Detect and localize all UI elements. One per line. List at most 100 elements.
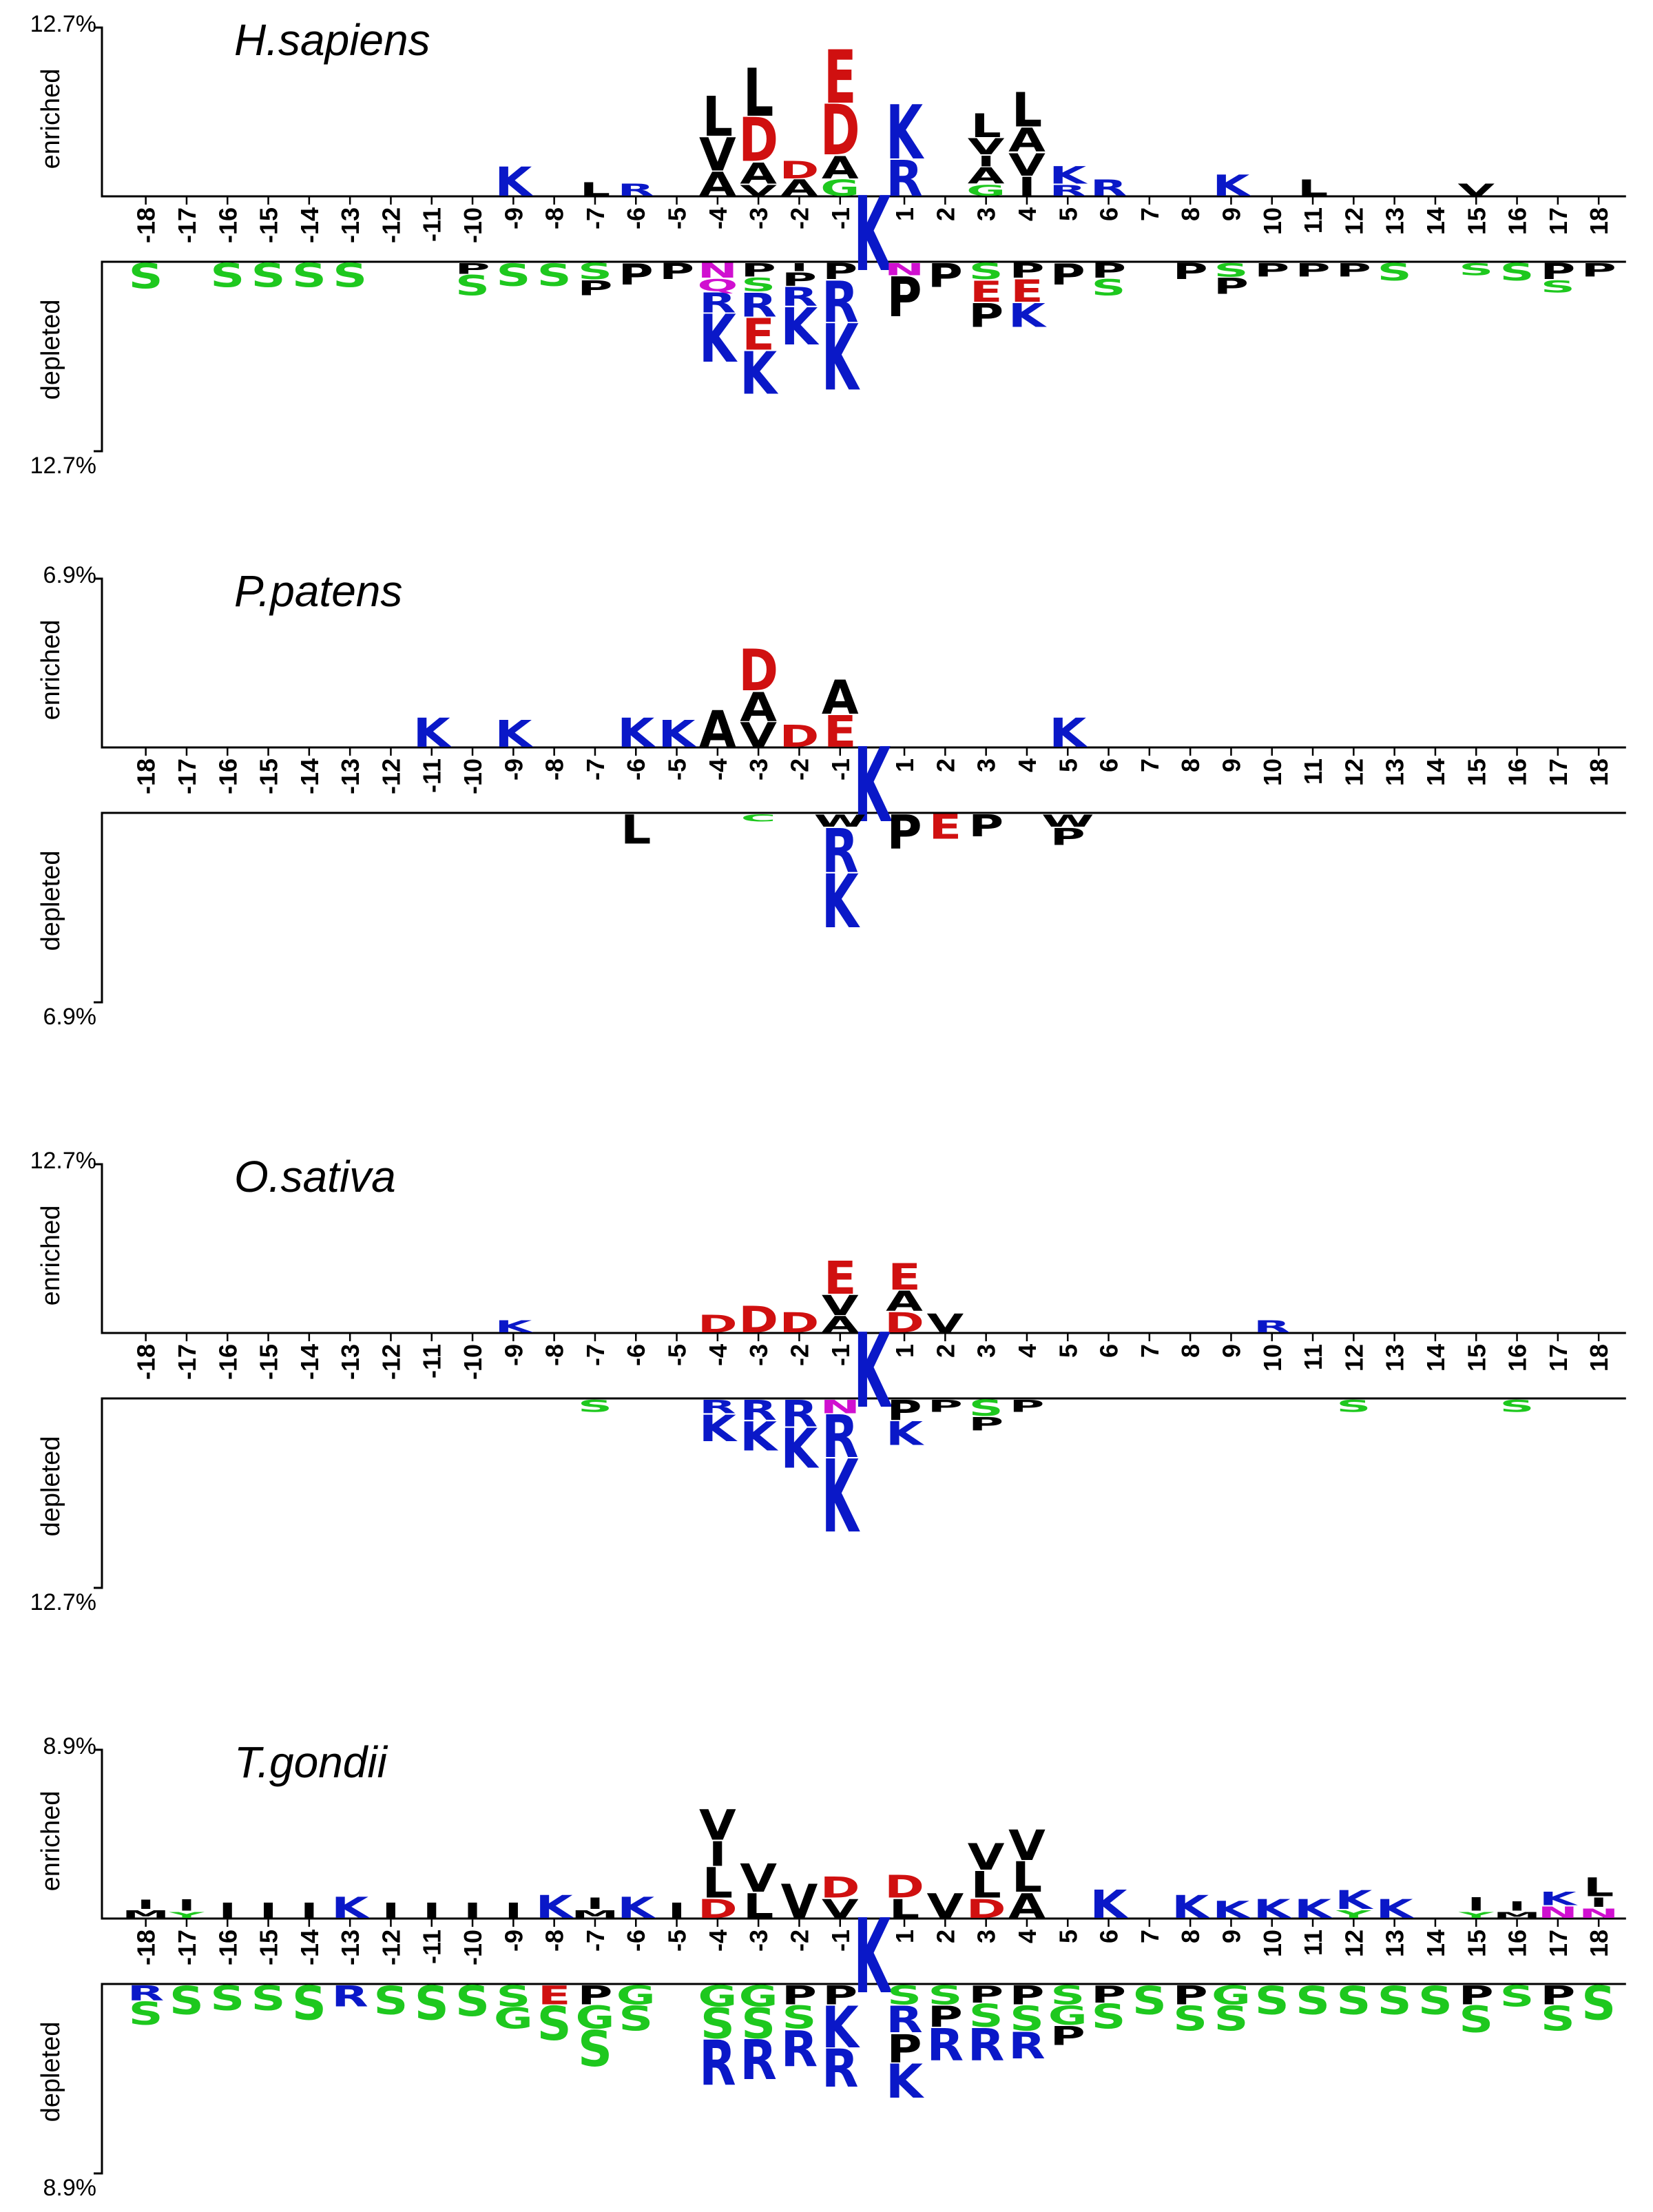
residue-enriched-18-L: L — [1583, 1872, 1614, 1903]
residue-depleted-9-G: G — [1212, 1981, 1251, 2011]
tick-label-16: 16 — [1504, 1344, 1532, 1372]
residue-depleted--1-P: P — [822, 259, 857, 285]
residue-depleted-5-G: G — [1048, 2001, 1088, 2032]
residue-enriched-18-N: N — [1579, 1906, 1619, 1921]
residue-depleted-16-S: S — [1500, 1981, 1535, 2014]
scale-label-top: 8.9% — [43, 1733, 97, 1759]
tick-label--14: -14 — [295, 207, 324, 243]
residue-depleted--18-R: R — [127, 1981, 164, 2005]
tick-label-2: 2 — [931, 758, 959, 772]
tick-label--11: -11 — [418, 207, 446, 242]
residue-enriched-4-V: V — [1008, 147, 1046, 183]
residue-depleted-13-S: S — [1378, 1978, 1412, 2023]
residue-enriched-3-L: L — [971, 107, 1001, 145]
residue-depleted--1-R: R — [822, 1403, 858, 1471]
residue-enriched--5-K: K — [658, 712, 697, 756]
residue-enriched-6-K: K — [1090, 1881, 1129, 1927]
residue-depleted-2-E: E — [929, 808, 961, 847]
residue-depleted--3-R: R — [740, 287, 776, 324]
tick-label--11: -11 — [418, 1930, 446, 1964]
tick-label--7: -7 — [581, 1344, 610, 1366]
tick-label-14: 14 — [1422, 1344, 1450, 1372]
tick-label--13: -13 — [336, 1344, 364, 1380]
residue-enriched-10-K: K — [1254, 1894, 1292, 1925]
tick-label-18: 18 — [1585, 1930, 1613, 1957]
residue-depleted-1-P: P — [887, 805, 922, 860]
tick-label-13: 13 — [1381, 758, 1409, 786]
tick-label-4: 4 — [1013, 1930, 1041, 1943]
residue-depleted--4-Q: Q — [697, 276, 738, 295]
residue-depleted-2-P: P — [928, 258, 963, 296]
residue-enriched--11-K: K — [413, 710, 452, 756]
tick-label--17: -17 — [173, 1930, 201, 1965]
residue-depleted--8-S: S — [537, 257, 572, 293]
residue-depleted--18-S: S — [129, 1996, 163, 2032]
residue-depleted-6-P: P — [1091, 1981, 1126, 2008]
residue-depleted--7-S: S — [578, 1397, 612, 1416]
tick-label--16: -16 — [214, 758, 242, 794]
residue-enriched-17-N: N — [1538, 1903, 1578, 1921]
residue-depleted-15-S: S — [1459, 1998, 1493, 2041]
residue-enriched-8-K: K — [1172, 1889, 1211, 1925]
residue-enriched--12-I: I — [382, 1899, 400, 1923]
residue-depleted-14-S: S — [1418, 1978, 1453, 2023]
residue-depleted--1-K: K — [822, 1995, 860, 2062]
residue-enriched--1-V: V — [822, 1894, 859, 1925]
ylabel-enriched: enriched — [37, 620, 65, 721]
tick-label--14: -14 — [295, 1930, 324, 1965]
ylabel-depleted: depleted — [37, 2022, 65, 2122]
tick-label-1: 1 — [891, 207, 919, 221]
tick-label--12: -12 — [377, 1930, 405, 1965]
residue-enriched--16-I: I — [218, 1899, 236, 1923]
residue-enriched--1-V: V — [822, 1290, 859, 1322]
tick-label-9: 9 — [1218, 1930, 1246, 1943]
tick-label--12: -12 — [377, 1344, 405, 1380]
residue-enriched-9-K: K — [1213, 1896, 1251, 1923]
residue-depleted--15-S: S — [251, 1979, 286, 2018]
residue-depleted-4-P: P — [1010, 1981, 1045, 2011]
tick-label--14: -14 — [295, 1344, 324, 1380]
panel-title: T.gondii — [234, 1737, 388, 1787]
residue-depleted--10-S: S — [455, 1978, 490, 2026]
residue-enriched-2-V: V — [926, 1309, 964, 1338]
residue-depleted--1-P: P — [822, 1981, 857, 2011]
tick-label--2: -2 — [786, 1930, 814, 1952]
residue-enriched--1-A: A — [822, 670, 859, 725]
residue-enriched--4-L: L — [703, 85, 733, 149]
tick-label--13: -13 — [336, 758, 364, 794]
residue-enriched-3-I: I — [977, 153, 995, 170]
scale-label-top: 6.9% — [43, 562, 97, 588]
tick-label--8: -8 — [541, 1344, 569, 1366]
depleted-axis — [94, 812, 1626, 1004]
residue-depleted--1-R: R — [822, 816, 858, 887]
tick-label-12: 12 — [1340, 1930, 1368, 1957]
residue-depleted-2-R: R — [927, 2019, 964, 2071]
residue-depleted-17-P: P — [1540, 1981, 1575, 2011]
residue-depleted--2-P: P — [782, 269, 817, 291]
residue-depleted-12-P: P — [1336, 260, 1371, 281]
tick-label-1: 1 — [891, 1930, 919, 1943]
residue-depleted-1-P: P — [887, 2026, 922, 2071]
residue-depleted-15-P: P — [1459, 1981, 1494, 2011]
residue-enriched-15-Y: Y — [1458, 1911, 1495, 1920]
residue-depleted-9-S: S — [1214, 260, 1248, 281]
panel-title: H.sapiens — [234, 15, 430, 65]
residue-enriched--10-I: I — [464, 1899, 481, 1923]
residue-depleted--3-K: K — [740, 1414, 778, 1460]
tick-label-7: 7 — [1136, 758, 1164, 772]
residue-depleted--2-K: K — [781, 297, 820, 357]
residue-enriched--7-I: I — [586, 1894, 604, 1912]
residue-depleted-3-R: R — [968, 2019, 1004, 2071]
residue-enriched--1-E: E — [824, 706, 856, 757]
residue-depleted--9-S: S — [496, 1981, 530, 2014]
residue-depleted--1-W: W — [813, 812, 866, 831]
tick-label-10: 10 — [1258, 758, 1287, 786]
scale-label-bottom: 12.7% — [30, 1589, 96, 1615]
residue-depleted-1-P: P — [887, 266, 922, 330]
tick-label--17: -17 — [173, 207, 201, 243]
enriched-axis — [94, 577, 1626, 749]
residue-depleted--2-K: K — [781, 1417, 820, 1481]
ylabel-enriched: enriched — [37, 69, 65, 169]
